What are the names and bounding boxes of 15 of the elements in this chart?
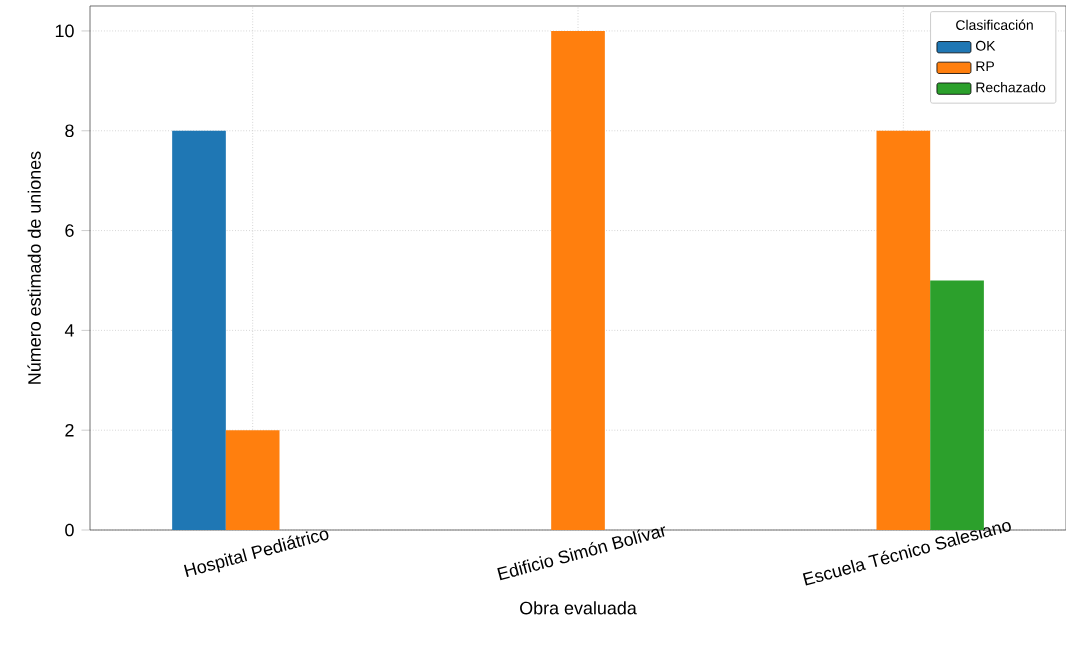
y-tick-label: 4: [64, 324, 74, 337]
y-tick-label: 6: [65, 224, 74, 237]
bar: [551, 30, 605, 530]
y-tick-label: 0: [65, 523, 74, 537]
y-tick-label: 2: [65, 423, 74, 437]
bar: [172, 130, 226, 530]
y-tick-label: 8: [65, 124, 74, 138]
x-tick-label: Hospital Pediátrico: [183, 530, 329, 578]
x-tick-label: Escuela Técnico Salesiano: [802, 521, 1011, 586]
y-axis-title: Número estimado de uniones: [27, 151, 41, 384]
bar: [876, 130, 931, 530]
bar: [225, 430, 280, 530]
x-axis-title: Obra evaluada: [520, 601, 637, 615]
x-tick-label: Edificio Simón Bolívar: [497, 526, 666, 581]
y-tick-label: 10: [55, 24, 74, 38]
